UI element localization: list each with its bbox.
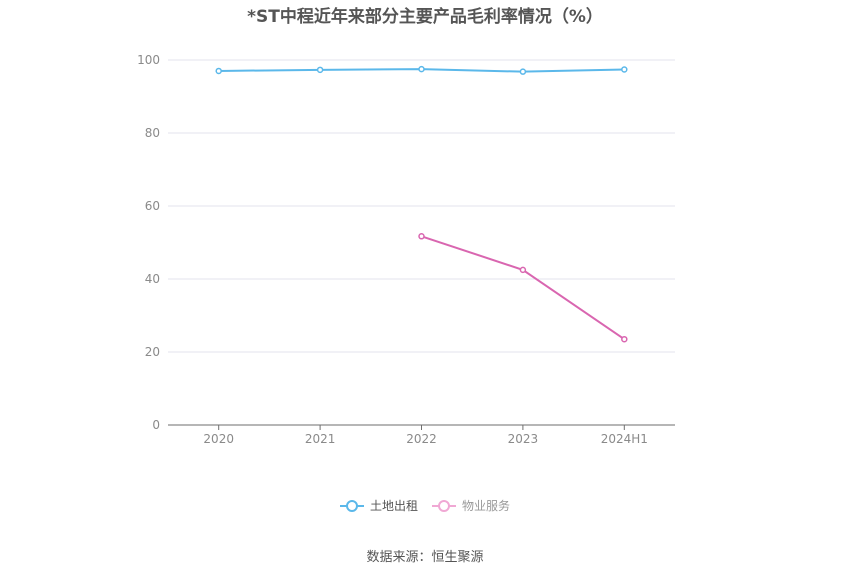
data-point[interactable] bbox=[519, 266, 527, 274]
data-point[interactable] bbox=[316, 66, 324, 74]
x-axis: 2020 2021 2022 2023 2024H1 bbox=[168, 424, 675, 446]
legend-marker-land-lease-icon bbox=[339, 499, 364, 512]
legend-label-property-service: 物业服务 bbox=[462, 499, 511, 513]
y-tick-label: 100 bbox=[137, 53, 160, 67]
x-tick-label: 2020 bbox=[203, 432, 234, 446]
chart-title: *ST中程近年来部分主要产品毛利率情况（%） bbox=[247, 7, 603, 27]
y-tick-label: 40 bbox=[145, 272, 160, 286]
y-tick-label: 80 bbox=[145, 126, 160, 140]
legend: 土地出租 物业服务 bbox=[0, 497, 850, 514]
legend-item-property-service[interactable]: 物业服务 bbox=[432, 497, 510, 514]
x-tick-label: 2023 bbox=[508, 432, 539, 446]
data-point[interactable] bbox=[418, 233, 425, 240]
data-point[interactable] bbox=[621, 335, 628, 343]
x-tick-label: 2024H1 bbox=[601, 432, 648, 446]
data-point[interactable] bbox=[519, 68, 527, 75]
series-layer bbox=[215, 65, 628, 343]
data-source: 数据来源：恒生聚源 bbox=[366, 550, 484, 565]
data-point[interactable] bbox=[418, 65, 425, 73]
legend-item-land-lease[interactable]: 土地出租 bbox=[339, 497, 418, 514]
legend-marker-property-service-icon bbox=[432, 499, 456, 512]
grid-lines bbox=[168, 59, 675, 353]
y-tick-label: 20 bbox=[145, 345, 160, 359]
series-line-1 bbox=[421, 235, 625, 341]
x-tick-label: 2021 bbox=[305, 432, 336, 446]
y-axis: 0 20 40 60 80 100 bbox=[137, 53, 160, 432]
data-point[interactable] bbox=[621, 66, 628, 73]
data-point[interactable] bbox=[215, 67, 222, 75]
x-tick-label: 2022 bbox=[406, 432, 437, 446]
y-tick-label: 60 bbox=[145, 199, 160, 213]
y-tick-label: 0 bbox=[152, 418, 160, 432]
legend-label-land-lease: 土地出租 bbox=[369, 499, 418, 513]
